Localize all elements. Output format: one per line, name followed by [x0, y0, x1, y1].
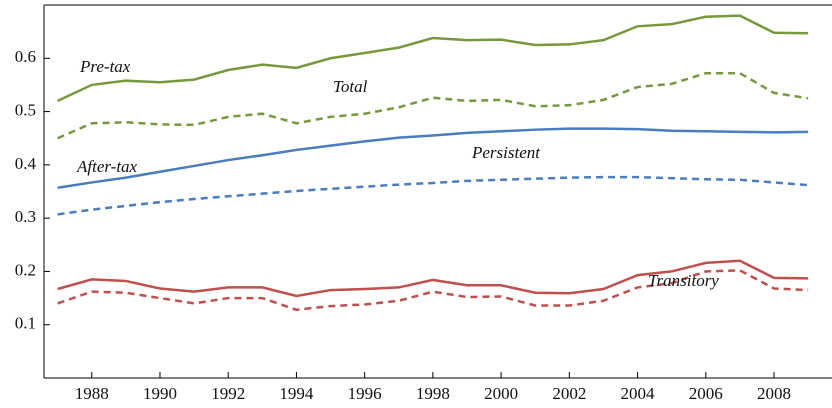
y-tick-label: 0.3	[15, 207, 36, 226]
y-tick-label: 0.5	[15, 100, 36, 119]
x-tick-label: 1988	[75, 384, 109, 403]
y-tick-label: 0.6	[15, 47, 36, 66]
x-tick-label: 1996	[348, 384, 382, 403]
series-line	[57, 14, 809, 103]
x-tick-label: 1990	[143, 384, 177, 403]
annotation: Persistent	[471, 143, 541, 162]
annotation: After-tax	[76, 157, 138, 176]
series-line	[57, 71, 809, 140]
x-tick-label: 2004	[621, 384, 656, 403]
x-tick-label: 2002	[552, 384, 586, 403]
series-line	[57, 269, 809, 312]
annotation: Total	[333, 77, 368, 96]
x-tick-label: 1992	[211, 384, 245, 403]
x-tick-label: 1994	[279, 384, 314, 403]
x-tick-label: 2000	[484, 384, 518, 403]
annotation: Transitory	[648, 271, 719, 290]
y-tick-label: 0.4	[15, 154, 37, 173]
annotation: Pre-tax	[79, 57, 131, 76]
x-tick-label: 2008	[757, 384, 791, 403]
y-tick-label: 0.2	[15, 260, 36, 279]
series-line	[57, 259, 809, 298]
series-line	[57, 175, 809, 216]
x-tick-label: 2006	[689, 384, 723, 403]
y-tick-label: 0.1	[15, 314, 36, 333]
series-line	[57, 127, 809, 190]
x-tick-label: 1998	[416, 384, 450, 403]
